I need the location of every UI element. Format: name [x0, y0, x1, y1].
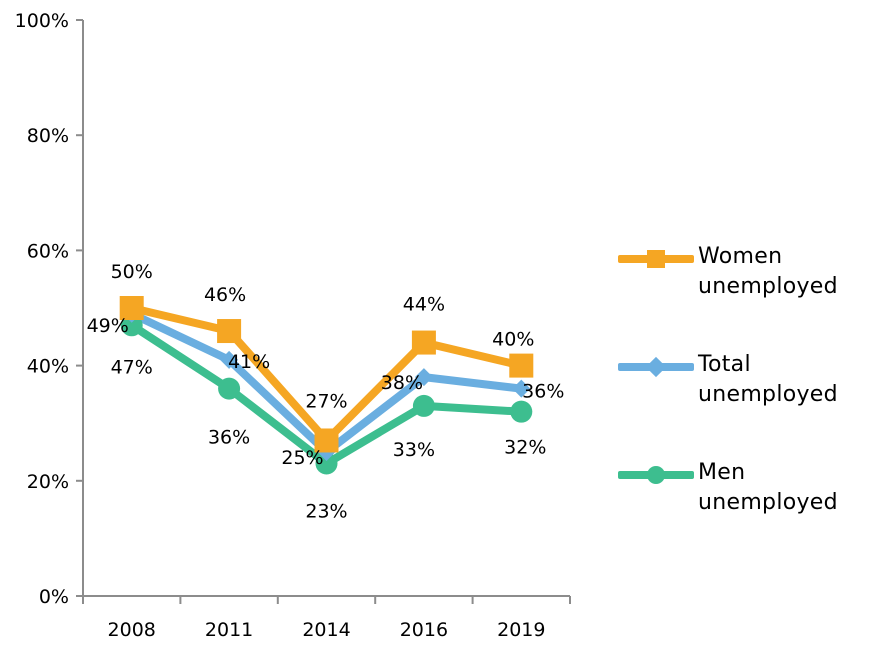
data-label: 40% [492, 329, 534, 351]
diamond-marker-icon [645, 356, 667, 378]
x-tick-label: 2011 [205, 619, 253, 641]
data-point-square [217, 319, 242, 344]
data-label: 33% [393, 439, 435, 461]
legend-item-women: Women unemployed [618, 242, 878, 350]
data-point-circle [412, 394, 435, 417]
data-point-circle [315, 452, 338, 475]
x-tick-label: 2014 [302, 619, 350, 641]
data-label: 41% [228, 351, 270, 373]
data-label: 23% [305, 501, 347, 523]
legend-item-total: Total unemployed [618, 350, 878, 458]
y-tick-label: 0% [39, 586, 69, 608]
data-label: 49% [87, 315, 129, 337]
legend-swatch-men [618, 466, 694, 484]
data-point-square [314, 428, 339, 453]
x-tick-label: 2016 [400, 619, 448, 641]
y-tick-label: 100% [15, 10, 69, 32]
legend-label-men: Men unemployed [698, 460, 838, 515]
legend-swatch-total [618, 356, 694, 378]
data-point-square [119, 296, 144, 320]
data-label: 36% [522, 381, 564, 403]
data-label: 47% [111, 356, 153, 378]
x-tick-label: 2019 [497, 619, 545, 641]
legend-label-women: Women unemployed [698, 244, 838, 299]
data-label: 44% [403, 294, 445, 316]
square-marker-icon [647, 250, 665, 268]
data-label: 36% [208, 427, 250, 449]
y-tick-label: 80% [27, 125, 69, 147]
y-tick-label: 20% [27, 471, 69, 493]
data-label: 38% [381, 372, 423, 394]
data-point-diamond [414, 368, 433, 387]
legend-label-total: Total unemployed [698, 352, 838, 407]
x-tick-label: 2008 [108, 619, 156, 641]
data-point-diamond [512, 379, 531, 398]
data-point-circle [510, 400, 533, 423]
circle-marker-icon [647, 466, 665, 484]
chart-legend: Women unemployed Total unemployed Men un… [618, 242, 878, 566]
series-line-0 [127, 304, 526, 445]
data-label: 50% [111, 261, 153, 283]
data-point-square [411, 330, 436, 355]
data-point-diamond [220, 350, 239, 369]
data-point-square [509, 353, 534, 378]
data-label: 25% [281, 447, 323, 469]
legend-swatch-women [618, 250, 694, 268]
data-label: 27% [305, 390, 347, 412]
y-tick-label: 40% [27, 356, 69, 378]
data-point-circle [218, 377, 241, 400]
data-label: 32% [504, 437, 546, 459]
data-label: 46% [204, 284, 246, 306]
legend-item-men: Men unemployed [618, 458, 878, 566]
y-tick-label: 60% [27, 240, 69, 262]
